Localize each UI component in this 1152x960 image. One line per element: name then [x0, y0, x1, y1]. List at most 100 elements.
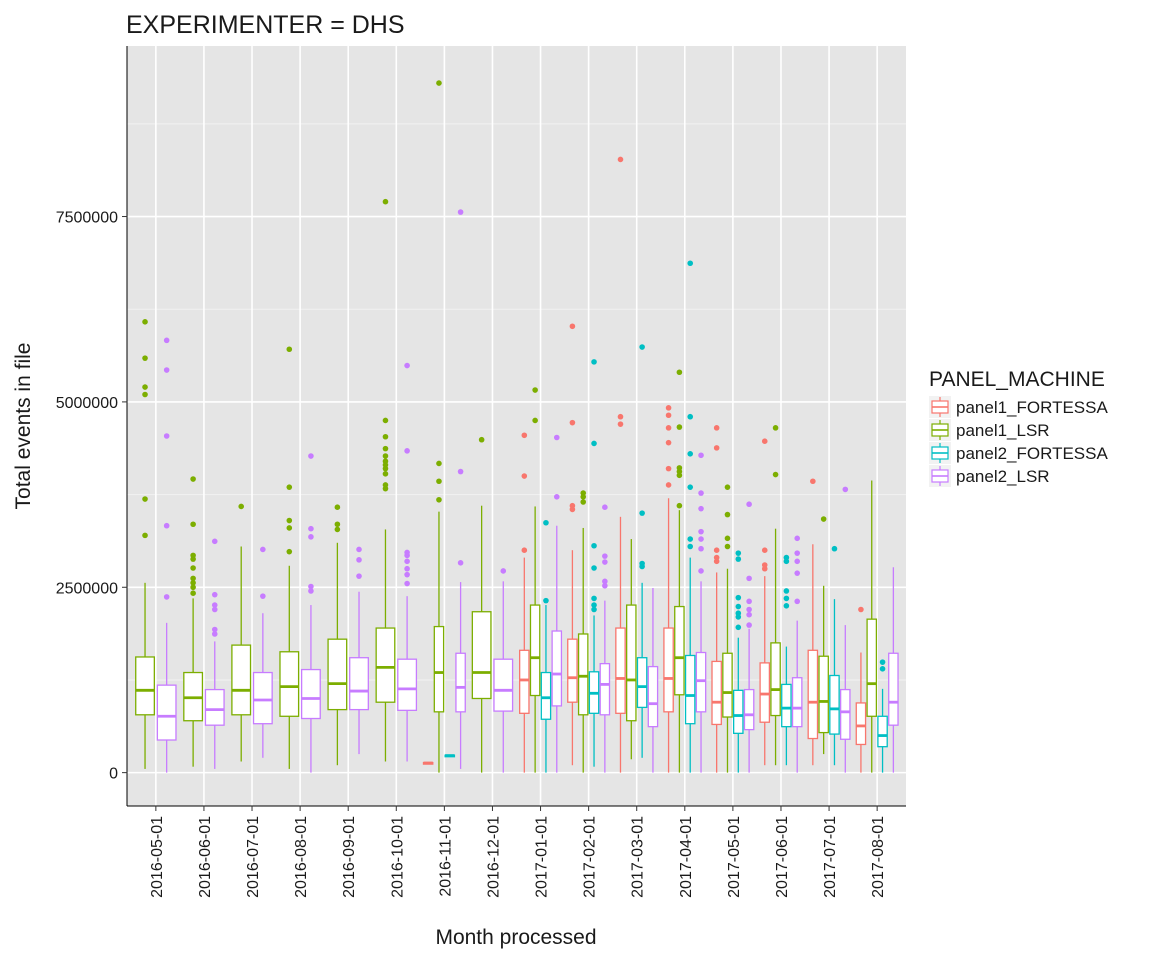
box-outlier-point: [404, 549, 410, 556]
box-outlier-point: [521, 473, 528, 479]
box-outlier-point: [783, 554, 790, 561]
box-outlier-point: [698, 452, 704, 459]
box-outlier-point: [761, 438, 768, 445]
box-outlier-point: [735, 556, 742, 562]
box-outlier-point: [580, 490, 587, 496]
box-outlier-point: [687, 484, 694, 490]
legend-item-panel2_LSR: panel2_LSR: [929, 465, 1050, 487]
box-outlier-point: [639, 510, 645, 516]
box-outlier-point: [772, 471, 779, 478]
box-outlier-point: [879, 659, 886, 665]
box-panel1_FORTESSA-2017-02-01: [567, 323, 578, 766]
x-tick-label: 2017-06-01: [774, 816, 791, 898]
box-rect: [349, 657, 369, 711]
box-outlier-point: [591, 606, 597, 613]
box-outlier-point: [211, 602, 218, 608]
y-tick-label: 7500000: [56, 210, 118, 227]
box-outlier-point: [698, 505, 704, 512]
box-panel1_LSR-2016-05-01: [135, 319, 155, 769]
box-outlier-point: [334, 521, 341, 528]
box-outlier-point: [783, 588, 790, 594]
box-outlier-point: [676, 502, 683, 509]
x-tick-label: 2016-07-01: [245, 816, 262, 898]
box-panel2_LSR-2016-09-01: [349, 546, 369, 755]
box-outlier-point: [163, 337, 170, 344]
box-outlier-point: [308, 583, 314, 590]
box-rect: [529, 604, 541, 697]
box-outlier-point: [735, 624, 742, 631]
box-outlier-point: [676, 369, 683, 376]
box-panel1_FORTESSA-2017-05-01: [711, 425, 722, 773]
box-rect: [839, 688, 851, 740]
x-tick-label: 2017-05-01: [726, 816, 743, 898]
box-rect: [615, 627, 626, 714]
box-outlier-point: [602, 578, 608, 585]
box-outlier-point: [521, 432, 528, 439]
box-panel1_FORTESSA-2017-03-01: [615, 156, 626, 773]
box-panel1_LSR-2017-06-01: [770, 425, 781, 766]
box-panel1_LSR-2017-01-01: [529, 387, 541, 773]
box-outlier-point: [602, 582, 608, 589]
box-outlier-point: [190, 476, 196, 482]
box-panel2_FORTESSA-2016-11-01: [444, 754, 456, 758]
box-panel2_FORTESSA-2017-07-01: [829, 545, 840, 766]
box-rect: [327, 638, 348, 711]
box-outlier-point: [794, 570, 801, 576]
box-outlier-point: [404, 448, 410, 454]
x-tick-label: 2017-01-01: [534, 816, 551, 898]
box-panel1_LSR-2016-07-01: [231, 503, 252, 762]
box-rect: [577, 633, 589, 716]
box-outlier-point: [724, 543, 731, 550]
box-rect: [300, 668, 321, 720]
box-rect: [829, 674, 840, 735]
box-panel2_FORTESSA-2017-02-01: [588, 359, 600, 767]
box-rect: [375, 627, 396, 703]
box-outlier-point: [532, 417, 538, 424]
x-tick-label: 2016-08-01: [293, 816, 310, 898]
box-outlier-point: [260, 546, 266, 553]
box-outlier-point: [687, 260, 694, 267]
box-rect: [551, 630, 563, 707]
box-outlier-point: [211, 626, 218, 633]
box-outlier-point: [591, 359, 597, 365]
box-panel2_FORTESSA-2017-05-01: [732, 550, 744, 773]
box-outlier-point: [794, 598, 801, 605]
box-rect: [759, 662, 771, 723]
box-panel2_LSR-2017-01-01: [551, 434, 563, 773]
box-rect: [684, 654, 696, 725]
box-outlier-point: [457, 209, 464, 215]
box-outlier-point: [746, 598, 752, 605]
box-outlier-point: [286, 517, 293, 524]
box-panel2_LSR-2017-04-01: [695, 452, 707, 773]
box-outlier-point: [334, 526, 341, 533]
box-outlier-point: [553, 494, 560, 500]
x-tick-label: 2016-05-01: [149, 816, 166, 898]
box-rect: [519, 649, 530, 714]
box-outlier-point: [142, 496, 148, 502]
x-tick-label: 2016-09-01: [341, 816, 358, 898]
x-tick-label: 2017-04-01: [678, 816, 695, 898]
box-outlier-point: [382, 458, 389, 465]
box-panel1_FORTESSA-2017-07-01: [807, 478, 819, 766]
box-outlier-point: [382, 417, 389, 424]
x-tick-label: 2016-12-01: [485, 816, 502, 898]
box-rect: [433, 625, 445, 713]
box-rect: [732, 689, 744, 734]
box-outlier-point: [356, 546, 362, 553]
legend-label: panel1_LSR: [956, 421, 1050, 440]
box-panel1_FORTESSA-2017-08-01: [855, 606, 867, 773]
box-marks: [135, 80, 899, 773]
box-outlier-point: [794, 550, 801, 556]
x-axis-ticks: 2016-05-01 2016-06-01 2016-07-01 2016-08-01…: [149, 806, 887, 898]
box-outlier-point: [382, 482, 389, 488]
x-tick-label: 2017-02-01: [582, 816, 599, 898]
box-rect: [743, 688, 755, 731]
box-outlier-point: [746, 606, 752, 613]
box-outlier-point: [687, 543, 694, 550]
box-rect: [204, 688, 225, 726]
box-outlier-point: [404, 571, 410, 578]
box-panel1_LSR-2016-12-01: [471, 436, 492, 773]
box-outlier-point: [142, 355, 148, 361]
box-outlier-point: [190, 575, 196, 582]
